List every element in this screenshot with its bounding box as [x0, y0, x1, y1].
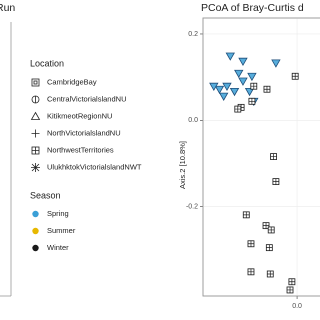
point: [209, 82, 219, 92]
point: [238, 57, 248, 66]
y-axis-label: Axis.2 [10.8%]: [178, 141, 187, 189]
icon-square: [31, 78, 40, 87]
plot-border: [202, 17, 320, 297]
point-cross: [292, 73, 299, 80]
legend-label: UlukhktokVictorialslandNWT: [47, 162, 142, 171]
point: [238, 77, 248, 86]
point-cross: [247, 268, 254, 275]
point-cross: [250, 83, 257, 90]
y-tick-label: 0.0: [188, 117, 198, 124]
y-tick-label: 0.2: [188, 31, 198, 38]
point: [244, 87, 255, 97]
legend-label: NorthwestTerritories: [47, 145, 114, 154]
point-cross: [263, 222, 270, 229]
legend-label: CambridgeBay: [47, 77, 97, 86]
location-icons: [30, 78, 41, 172]
point: [225, 52, 235, 61]
point-cross: [234, 106, 241, 113]
point-cross: [248, 98, 255, 105]
point-cross: [247, 240, 254, 247]
legend-label: Winter: [47, 243, 69, 252]
point-cross: [287, 286, 294, 293]
legend-swatch: [32, 227, 39, 235]
legend-label: Summer: [47, 226, 76, 235]
icon-plus: [31, 129, 40, 138]
y-tick-label: -0.2: [186, 203, 198, 210]
point-cross: [270, 153, 277, 160]
point: [247, 72, 257, 82]
icon-box: [32, 147, 39, 154]
point: [214, 85, 225, 95]
chart-title: PCoA of Bray-Curtis d: [201, 2, 304, 14]
plot-background: [202, 17, 320, 297]
point: [234, 69, 244, 79]
point-cross: [268, 226, 275, 233]
legend-title: Location: [30, 58, 64, 68]
point-cross: [272, 178, 279, 185]
legend-label: CentralVictorialslandNU: [47, 94, 126, 103]
point-cross: [267, 270, 274, 277]
icon-star: [31, 163, 40, 172]
legend-swatch: [32, 244, 39, 252]
point-cross: [243, 211, 250, 218]
legend-label: NorthVictorialslandNU: [47, 128, 121, 137]
legend-title: Season: [30, 190, 61, 200]
point: [271, 59, 281, 68]
point-cross: [266, 244, 273, 251]
x-tick-label: 0.0: [292, 303, 302, 310]
point: [219, 92, 229, 101]
icon-square: [33, 80, 38, 85]
point-cross: [288, 278, 295, 285]
point: [222, 82, 232, 92]
left-panel-title: Run: [0, 2, 15, 14]
legend-label: KitikmeotRegionNU: [47, 111, 112, 120]
point: [229, 87, 240, 97]
legend-swatch: [32, 210, 39, 218]
icon-triangle: [30, 111, 41, 120]
legend-label: Spring: [47, 209, 69, 218]
point-cross: [263, 86, 270, 93]
